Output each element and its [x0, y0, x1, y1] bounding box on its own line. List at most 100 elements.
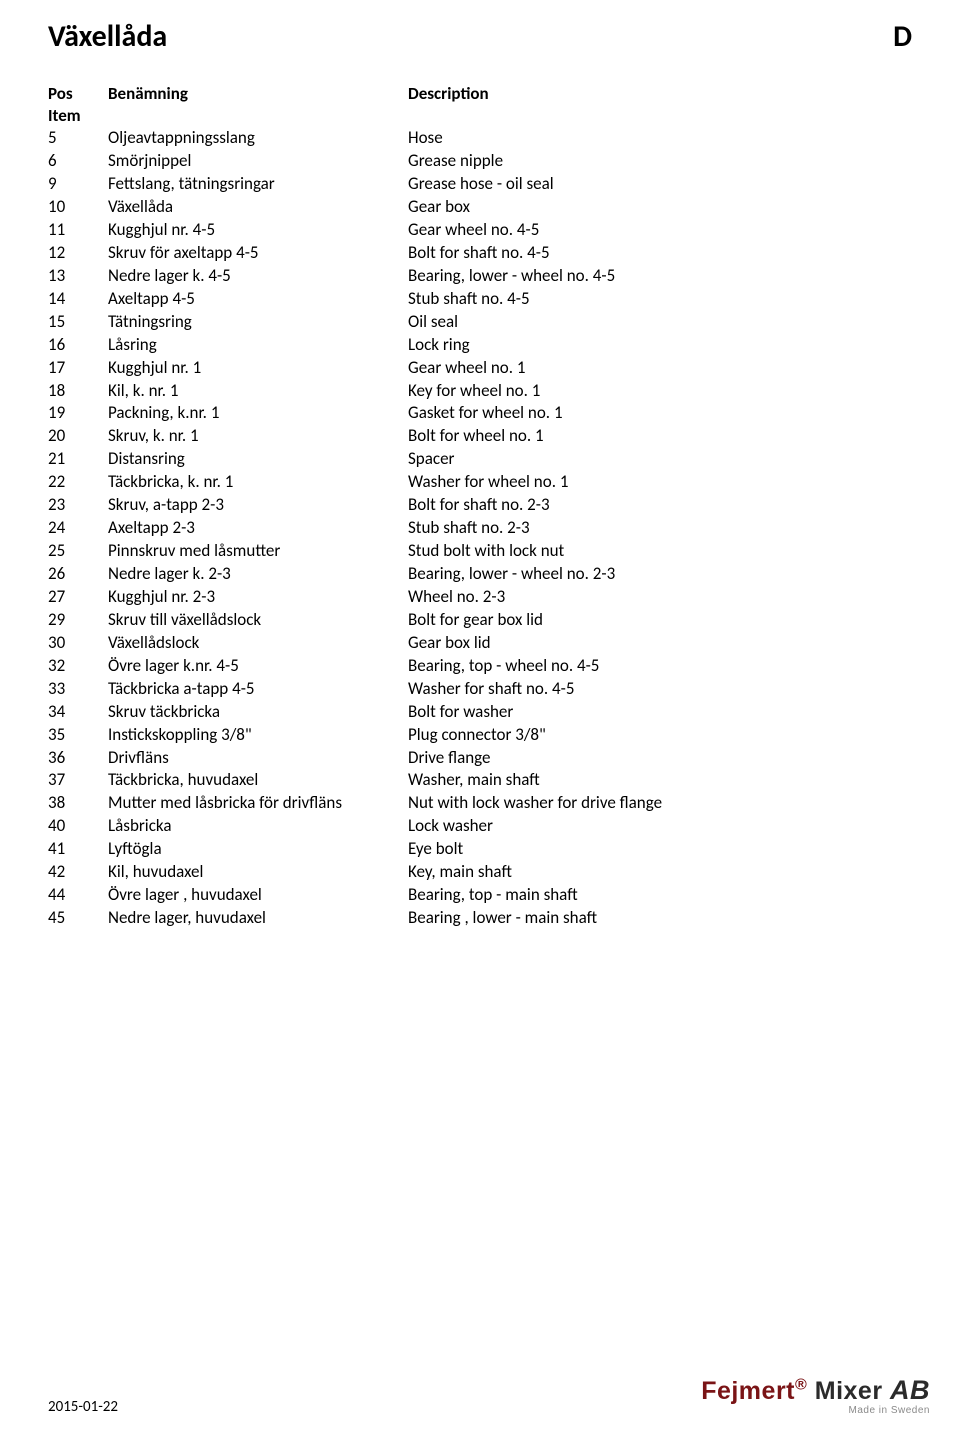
cell-pos: 35 — [48, 724, 108, 747]
cell-benamning: Nedre lager k. 4-5 — [108, 265, 408, 288]
table-row: 29Skruv till växellådslockBolt for gear … — [48, 609, 662, 632]
cell-benamning: Lyftögla — [108, 838, 408, 861]
cell-description: Lock washer — [408, 815, 662, 838]
table-row: 25Pinnskruv med låsmutterStud bolt with … — [48, 540, 662, 563]
cell-benamning: Oljeavtappningsslang — [108, 127, 408, 150]
cell-pos: 42 — [48, 861, 108, 884]
cell-pos: 26 — [48, 563, 108, 586]
cell-benamning: Kil, k. nr. 1 — [108, 380, 408, 403]
table-row: 12Skruv för axeltapp 4-5Bolt for shaft n… — [48, 242, 662, 265]
page-title: Växellåda — [48, 18, 167, 55]
cell-benamning: Pinnskruv med låsmutter — [108, 540, 408, 563]
cell-pos: 16 — [48, 334, 108, 357]
column-header-pos-item: Pos Item — [48, 83, 108, 127]
cell-pos: 13 — [48, 265, 108, 288]
cell-benamning: Kugghjul nr. 4-5 — [108, 219, 408, 242]
column-headers: Pos Item Benämning Description — [48, 83, 912, 127]
table-row: 45Nedre lager, huvudaxelBearing , lower … — [48, 907, 662, 930]
cell-description: Bearing, lower - wheel no. 2-3 — [408, 563, 662, 586]
table-row: 5OljeavtappningsslangHose — [48, 127, 662, 150]
logo-text-ab: AB — [890, 1375, 930, 1405]
cell-pos: 32 — [48, 655, 108, 678]
table-row: 20Skruv, k. nr. 1Bolt for wheel no. 1 — [48, 425, 662, 448]
cell-pos: 21 — [48, 448, 108, 471]
table-row: 9Fettslang, tätningsringarGrease hose - … — [48, 173, 662, 196]
cell-benamning: Övre lager k.nr. 4-5 — [108, 655, 408, 678]
table-row: 41LyftöglaEye bolt — [48, 838, 662, 861]
table-row: 32Övre lager k.nr. 4-5Bearing, top - whe… — [48, 655, 662, 678]
cell-pos: 36 — [48, 747, 108, 770]
cell-pos: 15 — [48, 311, 108, 334]
table-row: 18Kil, k. nr. 1Key for wheel no. 1 — [48, 380, 662, 403]
cell-description: Washer for wheel no. 1 — [408, 471, 662, 494]
cell-pos: 17 — [48, 357, 108, 380]
cell-description: Gear box — [408, 196, 662, 219]
page-section-letter: D — [893, 18, 912, 55]
cell-pos: 33 — [48, 678, 108, 701]
table-row: 34Skruv täckbrickaBolt for washer — [48, 701, 662, 724]
cell-description: Washer for shaft no. 4-5 — [408, 678, 662, 701]
table-row: 16LåsringLock ring — [48, 334, 662, 357]
cell-pos: 30 — [48, 632, 108, 655]
company-logo: Fejmert® Mixer AB Made in Sweden — [701, 1377, 930, 1416]
cell-description: Grease hose - oil seal — [408, 173, 662, 196]
cell-description: Key for wheel no. 1 — [408, 380, 662, 403]
cell-pos: 29 — [48, 609, 108, 632]
cell-description: Washer, main shaft — [408, 769, 662, 792]
table-row: 44Övre lager , huvudaxelBearing, top - m… — [48, 884, 662, 907]
cell-description: Gear wheel no. 4-5 — [408, 219, 662, 242]
cell-benamning: Axeltapp 4-5 — [108, 288, 408, 311]
cell-benamning: Distansring — [108, 448, 408, 471]
cell-pos: 14 — [48, 288, 108, 311]
table-row: 14Axeltapp 4-5Stub shaft no. 4-5 — [48, 288, 662, 311]
cell-description: Bearing, top - main shaft — [408, 884, 662, 907]
table-row: 42Kil, huvudaxelKey, main shaft — [48, 861, 662, 884]
table-row: 11Kugghjul nr. 4-5Gear wheel no. 4-5 — [48, 219, 662, 242]
cell-description: Spacer — [408, 448, 662, 471]
cell-benamning: Fettslang, tätningsringar — [108, 173, 408, 196]
table-row: 38Mutter med låsbricka för drivflänsNut … — [48, 792, 662, 815]
column-header-item: Item — [48, 105, 108, 127]
cell-description: Stub shaft no. 2-3 — [408, 517, 662, 540]
cell-description: Bolt for shaft no. 2-3 — [408, 494, 662, 517]
cell-description: Lock ring — [408, 334, 662, 357]
cell-description: Eye bolt — [408, 838, 662, 861]
logo-tagline: Made in Sweden — [701, 1406, 930, 1416]
cell-benamning: Axeltapp 2-3 — [108, 517, 408, 540]
table-row: 33Täckbricka a-tapp 4-5Washer for shaft … — [48, 678, 662, 701]
cell-benamning: Skruv täckbricka — [108, 701, 408, 724]
table-row: 37Täckbricka, huvudaxelWasher, main shaf… — [48, 769, 662, 792]
cell-pos: 9 — [48, 173, 108, 196]
cell-description: Gasket for wheel no. 1 — [408, 402, 662, 425]
cell-description: Stub shaft no. 4-5 — [408, 288, 662, 311]
cell-description: Bolt for shaft no. 4-5 — [408, 242, 662, 265]
cell-description: Grease nipple — [408, 150, 662, 173]
cell-pos: 24 — [48, 517, 108, 540]
column-header-description: Description — [408, 83, 912, 127]
table-row: 27Kugghjul nr. 2-3Wheel no. 2-3 — [48, 586, 662, 609]
table-row: 35Instickskoppling 3/8"Plug connector 3/… — [48, 724, 662, 747]
cell-description: Gear box lid — [408, 632, 662, 655]
table-row: 21DistansringSpacer — [48, 448, 662, 471]
cell-pos: 38 — [48, 792, 108, 815]
table-row: 23Skruv, a-tapp 2-3Bolt for shaft no. 2-… — [48, 494, 662, 517]
cell-pos: 34 — [48, 701, 108, 724]
table-row: 36DrivflänsDrive flange — [48, 747, 662, 770]
page: Växellåda D Pos Item Benämning Descripti… — [0, 0, 960, 930]
cell-pos: 5 — [48, 127, 108, 150]
cell-benamning: Nedre lager k. 2-3 — [108, 563, 408, 586]
cell-pos: 18 — [48, 380, 108, 403]
cell-benamning: Packning, k.nr. 1 — [108, 402, 408, 425]
cell-description: Plug connector 3/8" — [408, 724, 662, 747]
logo-registered-icon: ® — [795, 1377, 807, 1394]
page-header: Växellåda D — [48, 18, 912, 55]
cell-benamning: Tätningsring — [108, 311, 408, 334]
cell-benamning: Smörjnippel — [108, 150, 408, 173]
cell-pos: 22 — [48, 471, 108, 494]
column-header-pos: Pos — [48, 83, 108, 105]
cell-benamning: Växellådslock — [108, 632, 408, 655]
cell-benamning: Instickskoppling 3/8" — [108, 724, 408, 747]
logo-main-line: Fejmert® Mixer AB — [701, 1377, 930, 1404]
footer-date: 2015-01-22 — [48, 1398, 118, 1416]
cell-pos: 44 — [48, 884, 108, 907]
